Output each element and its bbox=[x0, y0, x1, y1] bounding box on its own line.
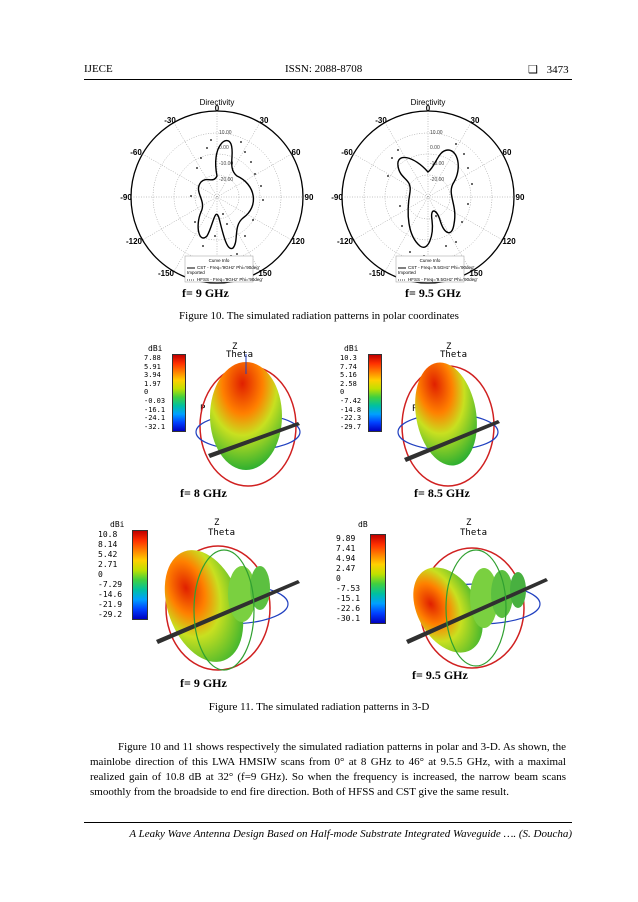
angle-label: 30 bbox=[471, 116, 480, 125]
angle-label: -30 bbox=[164, 116, 176, 125]
angle-label: 0 bbox=[426, 104, 431, 113]
issn: ISSN: 2088-8708 bbox=[285, 63, 363, 75]
freq-label-3d: f= 9 GHz bbox=[180, 676, 227, 690]
angle-label: 0 bbox=[215, 104, 220, 113]
page-number: 3473 bbox=[546, 64, 569, 76]
angle-label: 60 bbox=[292, 148, 301, 157]
pattern3d-8ghz: dBi 7.88 5.91 3.94 1.97 0 -0.03 -16.1 -2… bbox=[138, 340, 308, 500]
running-footer: A Leaky Wave Antenna Design Based on Hal… bbox=[129, 828, 572, 840]
colorbar bbox=[368, 354, 382, 432]
axis-theta-label: Theta bbox=[460, 528, 488, 538]
angle-label: 150 bbox=[469, 269, 483, 278]
polar-title: Directivity bbox=[200, 98, 235, 107]
angle-label: -90 bbox=[120, 193, 132, 202]
axis-phi-label: P bbox=[412, 404, 418, 414]
angle-label: -90 bbox=[331, 193, 343, 202]
axis-z-label: Z bbox=[446, 342, 452, 352]
legend-imported: Imported bbox=[187, 270, 205, 275]
freq-label-3d: f= 8.5 GHz bbox=[414, 486, 470, 500]
angle-label: -60 bbox=[341, 148, 353, 157]
pattern3d-graphic bbox=[406, 547, 548, 669]
angle-label: 60 bbox=[503, 148, 512, 157]
polar-plot-graphic: Directivity 0 30 60 90 120 150 -150 -120… bbox=[120, 98, 314, 284]
ring-label: -10.00 bbox=[430, 161, 444, 167]
colorbar-unit: dBi bbox=[110, 520, 125, 529]
header-rule bbox=[84, 79, 572, 80]
axis-theta-label: Theta bbox=[440, 350, 468, 360]
colorbar-unit: dB bbox=[358, 520, 368, 529]
pattern3d-graphic bbox=[156, 545, 300, 671]
legend-hfss: HFSS - Freq='9GHz' Phi='90deg' bbox=[197, 277, 263, 282]
legend-hfss: HFSS - Freq='9.5GHz' Phi='90deg' bbox=[408, 277, 478, 282]
ring-label: 10.00 bbox=[430, 130, 443, 136]
colorbar bbox=[370, 534, 386, 624]
ring-label: 0.00 bbox=[430, 145, 440, 151]
freq-label-9ghz: f= 9 GHz bbox=[182, 286, 229, 300]
colorbar-ticks: 10.8 8.14 5.42 2.71 0 -7.29 -14.6 -21.9 … bbox=[98, 530, 123, 619]
figure10-caption: Figure 10. The simulated radiation patte… bbox=[179, 310, 459, 322]
pattern3d-graphic bbox=[397, 362, 500, 487]
axis-z-label: Z bbox=[466, 518, 472, 528]
ring-label: -20.00 bbox=[430, 177, 444, 183]
angle-label: -60 bbox=[130, 148, 142, 157]
ring-label: 10.00 bbox=[219, 130, 232, 136]
angle-label: -120 bbox=[126, 237, 143, 246]
angle-label: -150 bbox=[369, 269, 386, 278]
angle-label: 150 bbox=[258, 269, 272, 278]
angle-label: 30 bbox=[260, 116, 269, 125]
polar-plot-9ghz: Directivity 0 30 60 90 120 150 -150 -120… bbox=[115, 96, 315, 296]
cst-curve bbox=[397, 149, 459, 248]
journal-name: IJECE bbox=[84, 63, 113, 75]
colorbar-ticks: 10.3 7.74 5.16 2.58 0 -7.42 -14.8 -22.3 … bbox=[340, 354, 362, 431]
axis-theta-label: Theta bbox=[208, 528, 236, 538]
colorbar bbox=[132, 530, 148, 620]
angle-label: 120 bbox=[502, 237, 516, 246]
cst-curve bbox=[197, 139, 255, 250]
page-number-box: ❑ 3473 bbox=[528, 63, 569, 76]
angle-label: 90 bbox=[305, 193, 314, 202]
polar-plot-graphic: Directivity 0 30 60 90 120 150 -150 -120… bbox=[331, 98, 525, 284]
angle-label: 120 bbox=[291, 237, 305, 246]
angle-label: -120 bbox=[337, 237, 354, 246]
colorbar-ticks: 7.88 5.91 3.94 1.97 0 -0.03 -16.1 -24.1 … bbox=[144, 354, 166, 431]
colorbar-unit: dBi bbox=[148, 344, 163, 353]
polar-plot-9-5ghz: Directivity 0 30 60 90 120 150 -150 -120… bbox=[326, 96, 526, 296]
angle-label: 90 bbox=[516, 193, 525, 202]
colorbar-ticks: 9.89 7.41 4.94 2.47 0 -7.53 -15.1 -22.6 … bbox=[336, 534, 361, 623]
pattern3d-8-5ghz: dBi 10.3 7.74 5.16 2.58 0 -7.42 -14.8 -2… bbox=[334, 340, 504, 500]
ring-label: -20.00 bbox=[219, 177, 233, 183]
pattern3d-graphic bbox=[195, 354, 301, 487]
figure11-caption: Figure 11. The simulated radiation patte… bbox=[208, 701, 430, 713]
colorbar bbox=[172, 354, 186, 432]
pattern3d-9ghz: dBi 10.8 8.14 5.42 2.71 0 -7.29 -14.6 -2… bbox=[92, 516, 302, 690]
axis-z-label: Z bbox=[232, 342, 238, 352]
colorbar-unit: dBi bbox=[344, 344, 359, 353]
footer-rule bbox=[84, 822, 572, 823]
freq-label-3d: f= 9.5 GHz bbox=[412, 668, 468, 682]
legend-title: Curve Info bbox=[209, 258, 230, 263]
legend-imported: Imported bbox=[398, 270, 416, 275]
ring-label: -10.00 bbox=[219, 161, 233, 167]
angle-label: -30 bbox=[375, 116, 387, 125]
freq-label-9-5ghz: f= 9.5 GHz bbox=[405, 286, 461, 300]
polar-title: Directivity bbox=[411, 98, 446, 107]
box-symbol-icon: ❑ bbox=[528, 64, 538, 76]
legend-cst: CST - Freq='9.5GHz' Phi='90deg' bbox=[408, 265, 475, 270]
axis-theta-label: Theta bbox=[226, 350, 254, 360]
body-paragraph: Figure 10 and 11 shows respectively the … bbox=[90, 741, 566, 798]
freq-label-3d: f= 8 GHz bbox=[180, 486, 227, 500]
angle-label: -150 bbox=[158, 269, 175, 278]
axis-phi-label: P bbox=[200, 404, 206, 414]
legend-cst: CST - Freq='9GHz' Phi='90deg' bbox=[197, 265, 260, 270]
ring-label: 0.00 bbox=[219, 145, 229, 151]
pattern3d-9-5ghz: dB 9.89 7.41 4.94 2.47 0 -7.53 -15.1 -22… bbox=[330, 516, 550, 682]
legend-title: Curve Info bbox=[420, 258, 441, 263]
axis-z-label: Z bbox=[214, 518, 220, 528]
